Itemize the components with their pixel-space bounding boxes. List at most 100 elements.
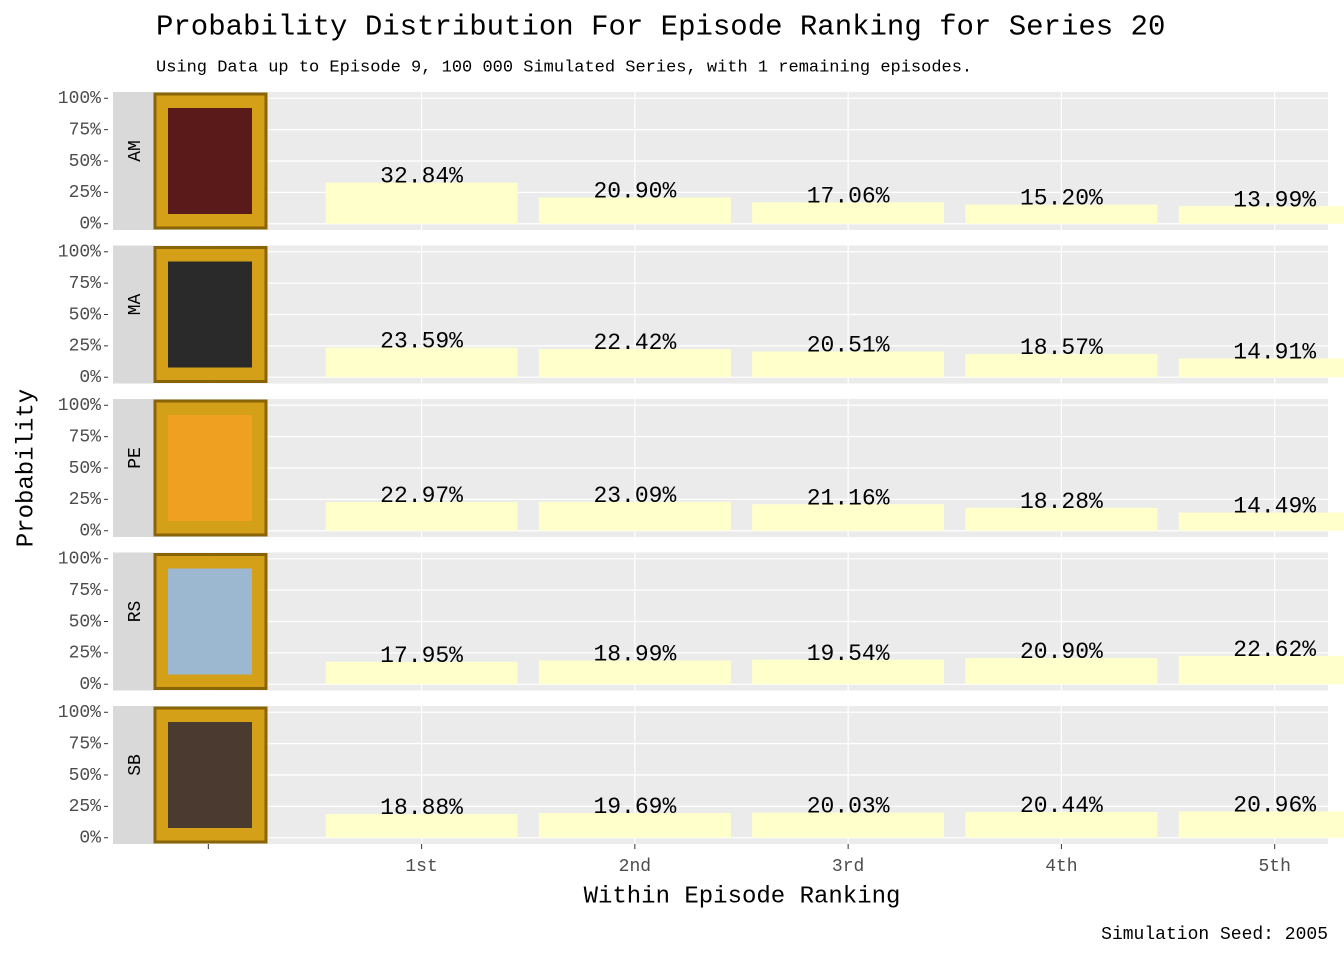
y-tick-label: 0% [79,828,101,848]
value-label: 18.99% [593,641,676,667]
bar [965,812,1158,838]
bar [325,661,518,685]
bar [1178,512,1344,531]
y-tick-label: 75% [69,427,102,447]
value-label: 22.42% [593,330,676,356]
value-label: 17.06% [807,183,890,209]
bar [965,658,1158,685]
strip [113,399,155,537]
value-label: 13.99% [1233,187,1316,213]
portrait [168,415,252,521]
value-label: 21.16% [807,485,890,511]
y-tick-label: 50% [69,152,102,172]
strip-label: SB [126,754,146,776]
y-tick-label: 75% [69,734,102,754]
value-label: 18.57% [1020,335,1103,361]
y-tick-label: 25% [69,490,102,510]
y-tick-label: 75% [69,120,102,140]
bar [965,204,1158,224]
bar [752,812,945,838]
bar [1178,655,1344,685]
value-label: 14.49% [1233,494,1316,520]
portrait [168,722,252,828]
strip [113,552,155,691]
bar [538,813,731,838]
bar [965,507,1158,531]
strip-label: PE [126,447,146,469]
y-tick-label: 100% [58,243,101,263]
strip-label: MA [126,294,146,316]
bar [538,197,731,224]
value-label: 15.20% [1020,186,1103,212]
caption: Simulation Seed: 2005 [1101,925,1328,945]
y-tick-label: 50% [69,305,102,325]
value-label: 20.96% [1233,793,1316,819]
y-tick-label: 0% [79,214,101,234]
bar [752,659,945,685]
value-label: 23.09% [593,483,676,509]
y-tick-label: 0% [79,368,101,388]
y-tick-label: 100% [58,89,101,109]
x-tick-label: 2nd [619,857,651,877]
strip [113,92,155,230]
bar [325,501,518,531]
y-axis-label: Probability [13,389,40,547]
portrait [168,108,252,214]
y-tick-label: 25% [69,644,102,664]
value-label: 20.90% [593,179,676,205]
y-tick-label: 25% [69,797,102,817]
y-tick-label: 100% [58,396,101,416]
value-label: 14.91% [1233,340,1316,366]
strip [113,706,155,844]
x-tick-label: 1st [405,857,437,877]
value-label: 17.95% [380,643,463,669]
y-tick-label: 75% [69,581,102,601]
bar [538,501,731,531]
value-label: 20.44% [1020,793,1103,819]
bar [1178,811,1344,838]
value-label: 19.54% [807,641,890,667]
portrait [168,261,252,368]
y-tick-label: 50% [69,612,102,632]
value-label: 32.84% [380,164,463,190]
y-tick-label: 100% [58,703,101,723]
bar [752,202,945,224]
bar [1178,206,1344,224]
value-label: 22.62% [1233,637,1316,663]
strip-label: AM [126,140,146,162]
y-tick-label: 50% [69,459,102,479]
bar [965,353,1158,378]
bar [1178,358,1344,378]
bar [325,182,518,224]
bar [325,347,518,378]
value-label: 20.03% [807,794,890,820]
bar [752,351,945,378]
y-tick-label: 25% [69,337,102,357]
y-tick-label: 25% [69,183,102,203]
y-tick-label: 0% [79,675,101,695]
value-label: 18.28% [1020,489,1103,515]
value-label: 20.51% [807,333,890,359]
portrait [168,568,252,675]
value-label: 23.59% [380,329,463,355]
x-tick-label: 5th [1258,857,1290,877]
y-tick-label: 75% [69,274,102,294]
y-tick-label: 50% [69,766,102,786]
bar [752,504,945,531]
value-label: 20.90% [1020,639,1103,665]
chart-title: Probability Distribution For Episode Ran… [156,11,1165,44]
strip [113,245,155,384]
bar [325,814,518,838]
value-label: 18.88% [380,795,463,821]
x-tick-label: 3rd [832,857,864,877]
strip-label: RS [126,601,146,623]
bar [538,349,731,378]
value-label: 19.69% [593,794,676,820]
x-tick-label: 4th [1045,857,1077,877]
x-axis-label: Within Episode Ranking [584,883,901,910]
y-tick-label: 0% [79,521,101,541]
y-tick-label: 100% [58,550,101,570]
bar [538,660,731,685]
value-label: 22.97% [380,483,463,509]
